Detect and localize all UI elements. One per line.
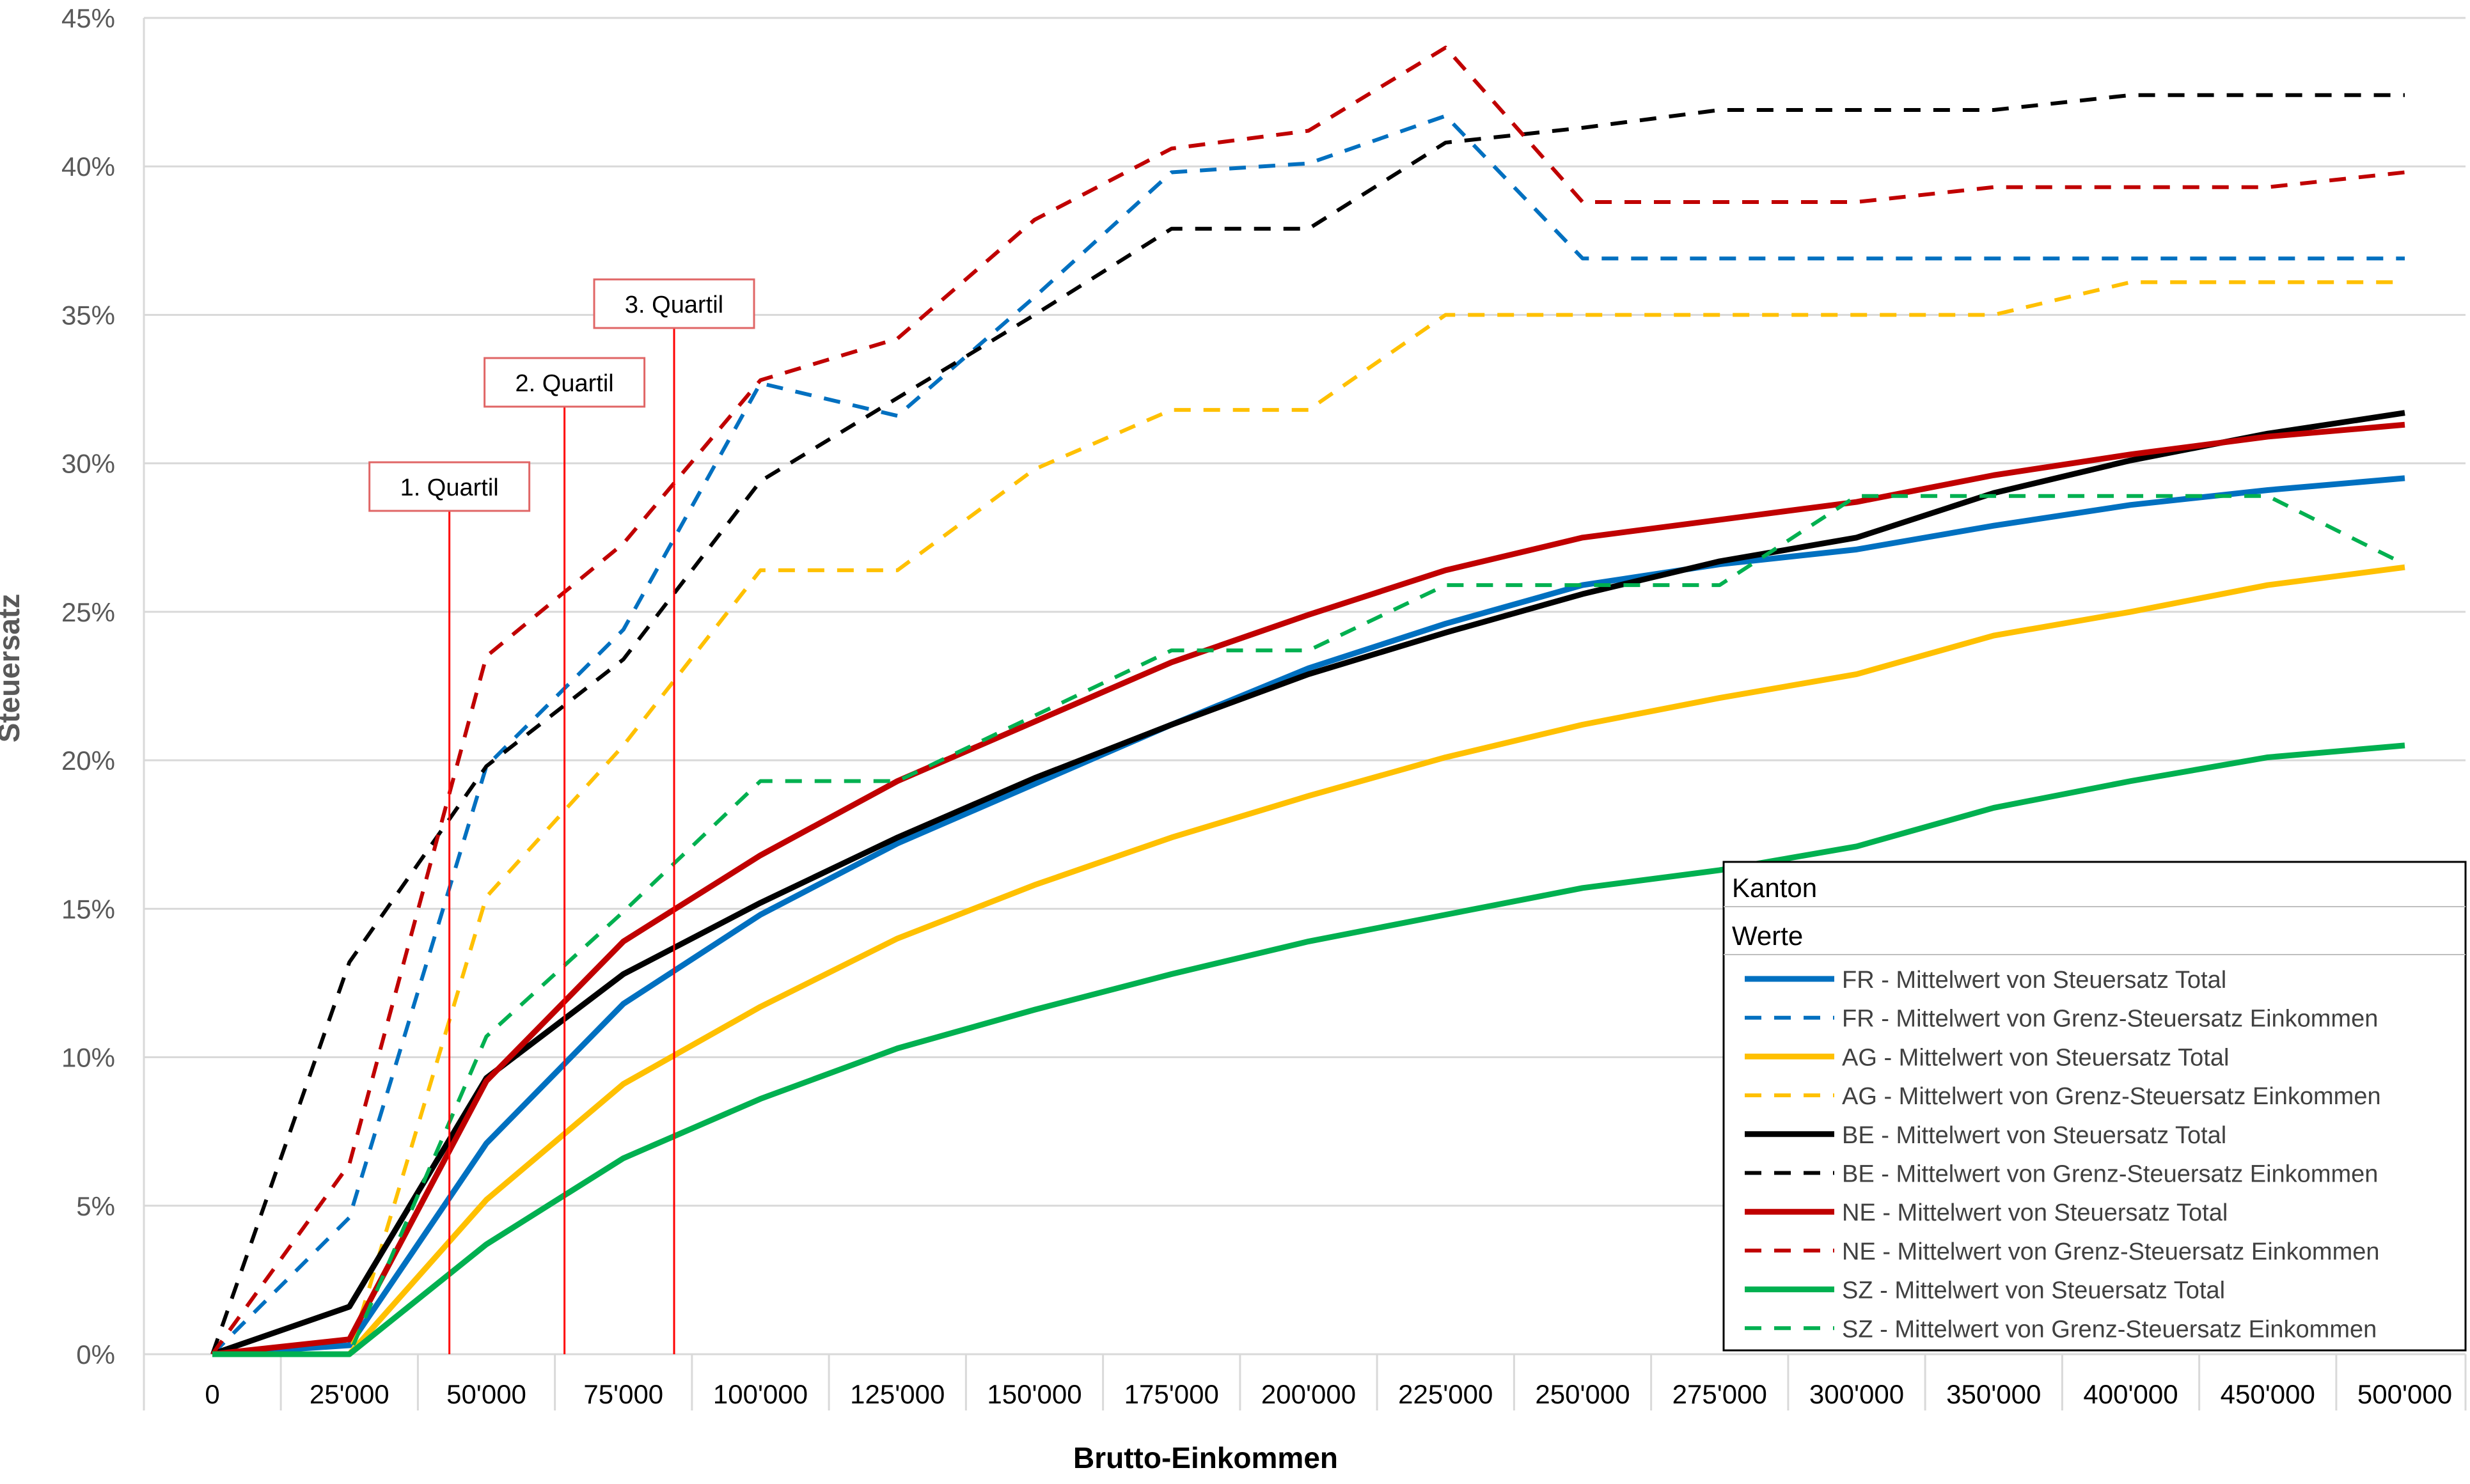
legend-label: AG - Mittelwert von Grenz-Steuersatz Ein… [1842,1083,2381,1110]
x-tick-label: 500'000 [2357,1379,2452,1409]
x-tick-label: 400'000 [2083,1379,2178,1409]
x-tick-label: 150'000 [987,1379,1082,1409]
x-axis-title: Brutto-Einkommen [1073,1441,1338,1474]
x-tick-label: 175'000 [1124,1379,1219,1409]
quartile-label: 2. Quartil [515,370,614,397]
x-tick-label: 450'000 [2221,1379,2315,1409]
x-tick-label: 125'000 [850,1379,945,1409]
legend-label: BE - Mittelwert von Grenz-Steuersatz Ein… [1842,1161,2378,1188]
y-tick-label: 5% [76,1191,115,1221]
quartile-label-box [484,357,646,408]
y-tick-label: 20% [61,746,115,776]
quartile-label: 1. Quartil [400,474,499,501]
y-tick-label: 10% [61,1043,115,1073]
y-tick-label: 30% [61,449,115,479]
legend-label: BE - Mittelwert von Steuersatz Total [1842,1122,2226,1149]
series-line-ag-total [212,564,2405,1357]
x-tick-label: 0 [205,1379,219,1409]
x-tick-label: 25'000 [310,1379,389,1409]
x-tick-label: 250'000 [1535,1379,1630,1409]
y-tick-label: 35% [61,300,115,330]
series-line-fr-total [212,475,2405,1357]
series-lines [210,45,2406,1357]
gridlines [144,17,2466,1207]
legend-box [1722,861,2467,1352]
legend-header-werte: Werte [1732,921,1803,951]
legend-label: NE - Mittelwert von Steuersatz Total [1842,1199,2228,1226]
quartile-annotations: 1. Quartil 2. Quartil 3. Quartil [368,278,755,1354]
y-axis-ticks: 0% 5% 10% 15% 20% 25% 30% 35% 40% 45% [61,3,115,1370]
series-line-be-total [211,410,2405,1357]
x-tick-label: 200'000 [1261,1379,1356,1409]
legend-header-kanton: Kanton [1732,873,1817,903]
series-line-sz-total [212,742,2405,1357]
y-axis-title: Steuersatz [0,594,26,743]
x-tick-label: 50'000 [446,1379,526,1409]
series-line-ne-grenz [210,45,2405,1355]
quartile-label-box [593,278,755,329]
legend-label: NE - Mittelwert von Grenz-Steuersatz Ein… [1842,1238,2380,1265]
x-tick-label: 100'000 [713,1379,808,1409]
series-line-sz-grenz [212,494,2406,1356]
legend-label: AG - Mittelwert von Steuersatz Total [1842,1044,2229,1071]
quartile-label-box [368,461,531,512]
legend: Kanton Werte FR - Mittelwert von Steuers… [1722,861,2467,1352]
y-tick-label: 0% [76,1340,115,1370]
series-line-ne-total [212,421,2405,1357]
y-tick-label: 15% [61,894,115,924]
y-tick-label: 40% [61,152,115,182]
series-line-be-grenz [210,93,2405,1355]
x-tick-label: 275'000 [1672,1379,1767,1409]
y-tick-label: 25% [61,597,115,627]
legend-label: SZ - Mittelwert von Steuersatz Total [1842,1277,2225,1304]
series-line-ag-grenz [212,280,2405,1356]
x-tick-label: 75'000 [583,1379,663,1409]
legend-items: FR - Mittelwert von Steuersatz Total FR -… [1745,967,2381,1343]
quartile-label: 3. Quartil [625,292,723,318]
legend-label: FR - Mittelwert von Grenz-Steuersatz Ein… [1842,1006,2378,1033]
x-tick-label: 300'000 [1809,1379,1904,1409]
legend-label: SZ - Mittelwert von Grenz-Steuersatz Ein… [1842,1316,2377,1343]
x-tick-label: 350'000 [1946,1379,2041,1409]
axes [143,18,2466,1355]
legend-label: FR - Mittelwert von Steuersatz Total [1842,967,2226,994]
y-tick-label: 45% [61,3,115,33]
series-line-fr-grenz [210,114,2405,1356]
x-axis-ticks: 0 25'000 50'000 75'000 100'000 125'000 150'000… [143,1354,2467,1410]
x-tick-label: 225'000 [1398,1379,1493,1409]
